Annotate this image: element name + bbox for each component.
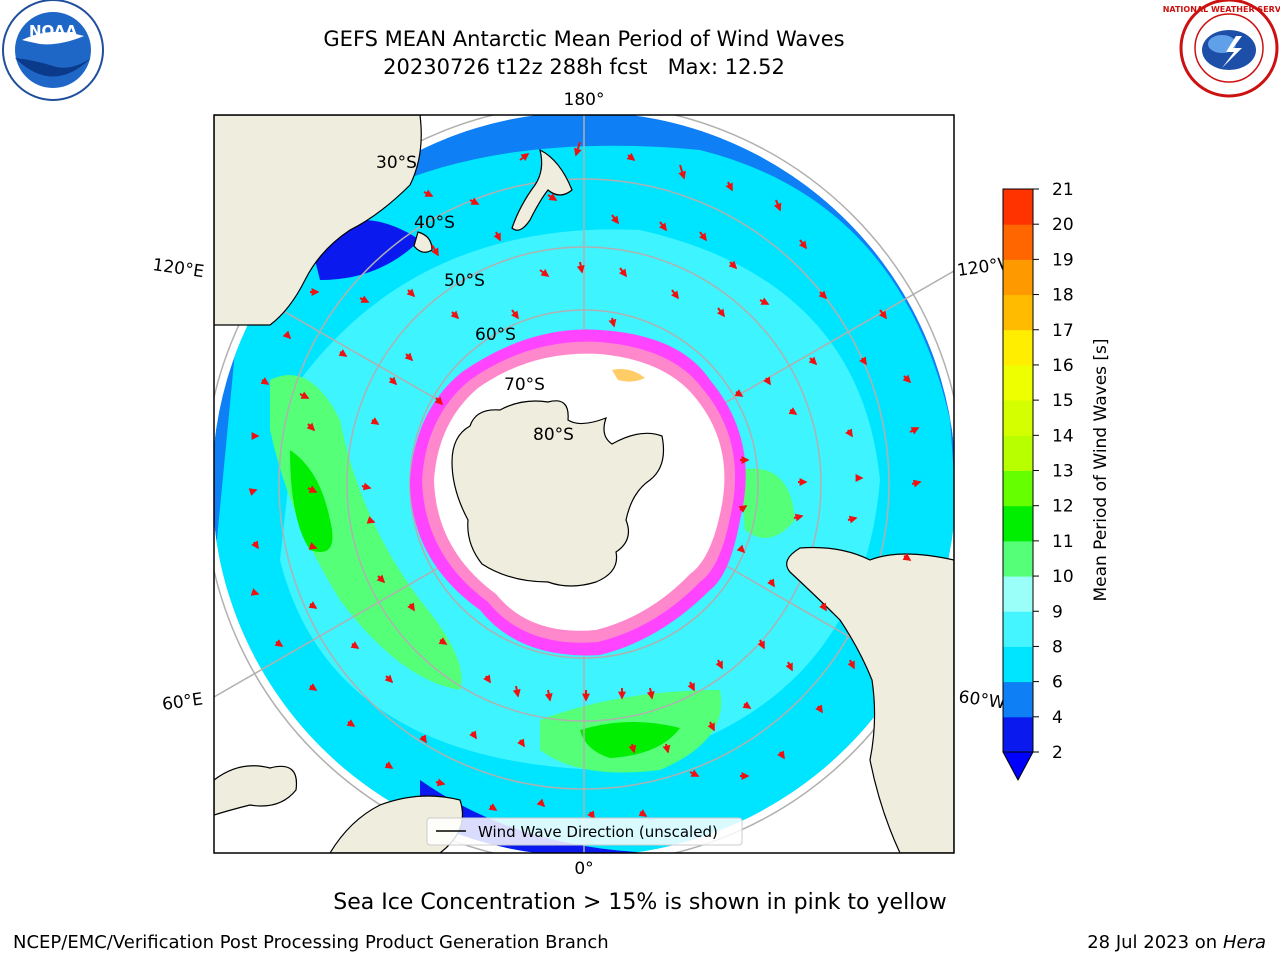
colorbar-label: Mean Period of Wind Waves [s] xyxy=(1091,338,1111,601)
lat-label-40s: 40°S xyxy=(414,213,455,233)
colorbar-tick-label: 15 xyxy=(1052,391,1074,411)
colorbar-segment xyxy=(1003,435,1033,471)
colorbar: 2 4 6 8 9 10 11 12 13 14 15 16 17 18 19 20 21 Mean Perio… xyxy=(1002,180,1111,782)
colorbar-segment xyxy=(1003,294,1033,331)
colorbar-tick-label: 9 xyxy=(1052,602,1063,622)
noaa-logo: NOAA xyxy=(2,0,104,101)
colorbar-tick-label: 14 xyxy=(1052,426,1074,446)
colorbar-segment xyxy=(1003,224,1033,260)
map-plot-area: Wind Wave Direction (unscaled) 30°S 40°S… xyxy=(214,115,954,853)
footer-machine: Hera xyxy=(1222,932,1266,953)
colorbar-tick-label: 17 xyxy=(1052,321,1074,341)
colorbar-tick-label: 6 xyxy=(1052,673,1063,693)
colorbar-tick-label: 13 xyxy=(1052,462,1074,482)
colorbar-segments xyxy=(1003,189,1033,753)
colorbar-tick-label: 10 xyxy=(1052,567,1074,587)
sea-ice-caption: Sea Ice Concentration > 15% is shown in … xyxy=(333,890,947,915)
colorbar-tick-label: 8 xyxy=(1052,637,1063,657)
colorbar-tick-label: 21 xyxy=(1052,180,1074,200)
colorbar-segment xyxy=(1003,505,1033,542)
lon-label-0: 0° xyxy=(574,859,593,879)
colorbar-tick-label: 4 xyxy=(1052,708,1063,728)
footer-date: 28 Jul 2023 on Hera xyxy=(1087,932,1266,953)
colorbar-tick-label: 16 xyxy=(1052,356,1074,376)
map-legend: Wind Wave Direction (unscaled) xyxy=(426,817,743,846)
chart-title-line2: 20230726 t12z 288h fcst Max: 12.52 xyxy=(383,55,785,79)
colorbar-tick-label: 20 xyxy=(1052,215,1074,235)
legend-label: Wind Wave Direction (unscaled) xyxy=(478,823,718,841)
nws-logo: NATIONAL WEATHER SERVICE xyxy=(1163,0,1280,98)
colorbar-segment xyxy=(1003,716,1033,753)
lat-label-80s: 80°S xyxy=(533,425,574,445)
colorbar-segment xyxy=(1003,646,1033,683)
colorbar-segment xyxy=(1003,364,1033,401)
colorbar-segment xyxy=(1003,259,1033,296)
lon-label-180: 180° xyxy=(564,90,605,110)
colorbar-segment xyxy=(1003,470,1033,507)
colorbar-tick-label: 18 xyxy=(1052,286,1074,306)
lon-label-120e: 120°E xyxy=(151,255,205,282)
lon-label-60w: 60°W xyxy=(957,687,1006,713)
chart-title-line1: GEFS MEAN Antarctic Mean Period of Wind … xyxy=(323,27,845,51)
colorbar-segment xyxy=(1003,189,1033,225)
lat-label-70s: 70°S xyxy=(504,375,545,395)
colorbar-tick-label: 19 xyxy=(1052,250,1074,270)
footer-date-text: 28 Jul 2023 on xyxy=(1087,932,1223,953)
new-zealand-landmass xyxy=(511,148,573,231)
lon-label-60e: 60°E xyxy=(161,689,204,714)
colorbar-tick-label: 2 xyxy=(1052,743,1063,763)
colorbar-segment xyxy=(1003,400,1033,436)
colorbar-segment xyxy=(1003,611,1033,647)
lat-label-60s: 60°S xyxy=(475,325,516,345)
wind-wave-arrows xyxy=(248,141,922,820)
map-frame xyxy=(213,114,955,854)
colorbar-under-triangle xyxy=(1002,751,1034,782)
lat-label-50s: 50°S xyxy=(444,271,485,291)
noaa-logo-text: NOAA xyxy=(29,22,78,40)
nws-logo-ring-text: NATIONAL WEATHER SERVICE xyxy=(1163,5,1280,14)
footer-credit: NCEP/EMC/Verification Post Processing Pr… xyxy=(13,932,609,953)
colorbar-segment xyxy=(1003,540,1033,577)
colorbar-segment xyxy=(1003,576,1033,612)
australia-landmass xyxy=(214,115,422,326)
colorbar-tick-label: 12 xyxy=(1052,497,1074,517)
africa-landmass xyxy=(214,765,298,816)
antarctica-landmass xyxy=(451,400,665,587)
colorbar-segment xyxy=(1003,681,1033,718)
colorbar-tick-label: 11 xyxy=(1052,532,1074,552)
colorbar-segment xyxy=(1003,329,1033,366)
continents xyxy=(214,115,954,853)
colorbar-ticks: 2 4 6 8 9 10 11 12 13 14 15 16 17 18 19 20 21 xyxy=(1033,180,1074,763)
lat-label-30s: 30°S xyxy=(376,153,417,173)
